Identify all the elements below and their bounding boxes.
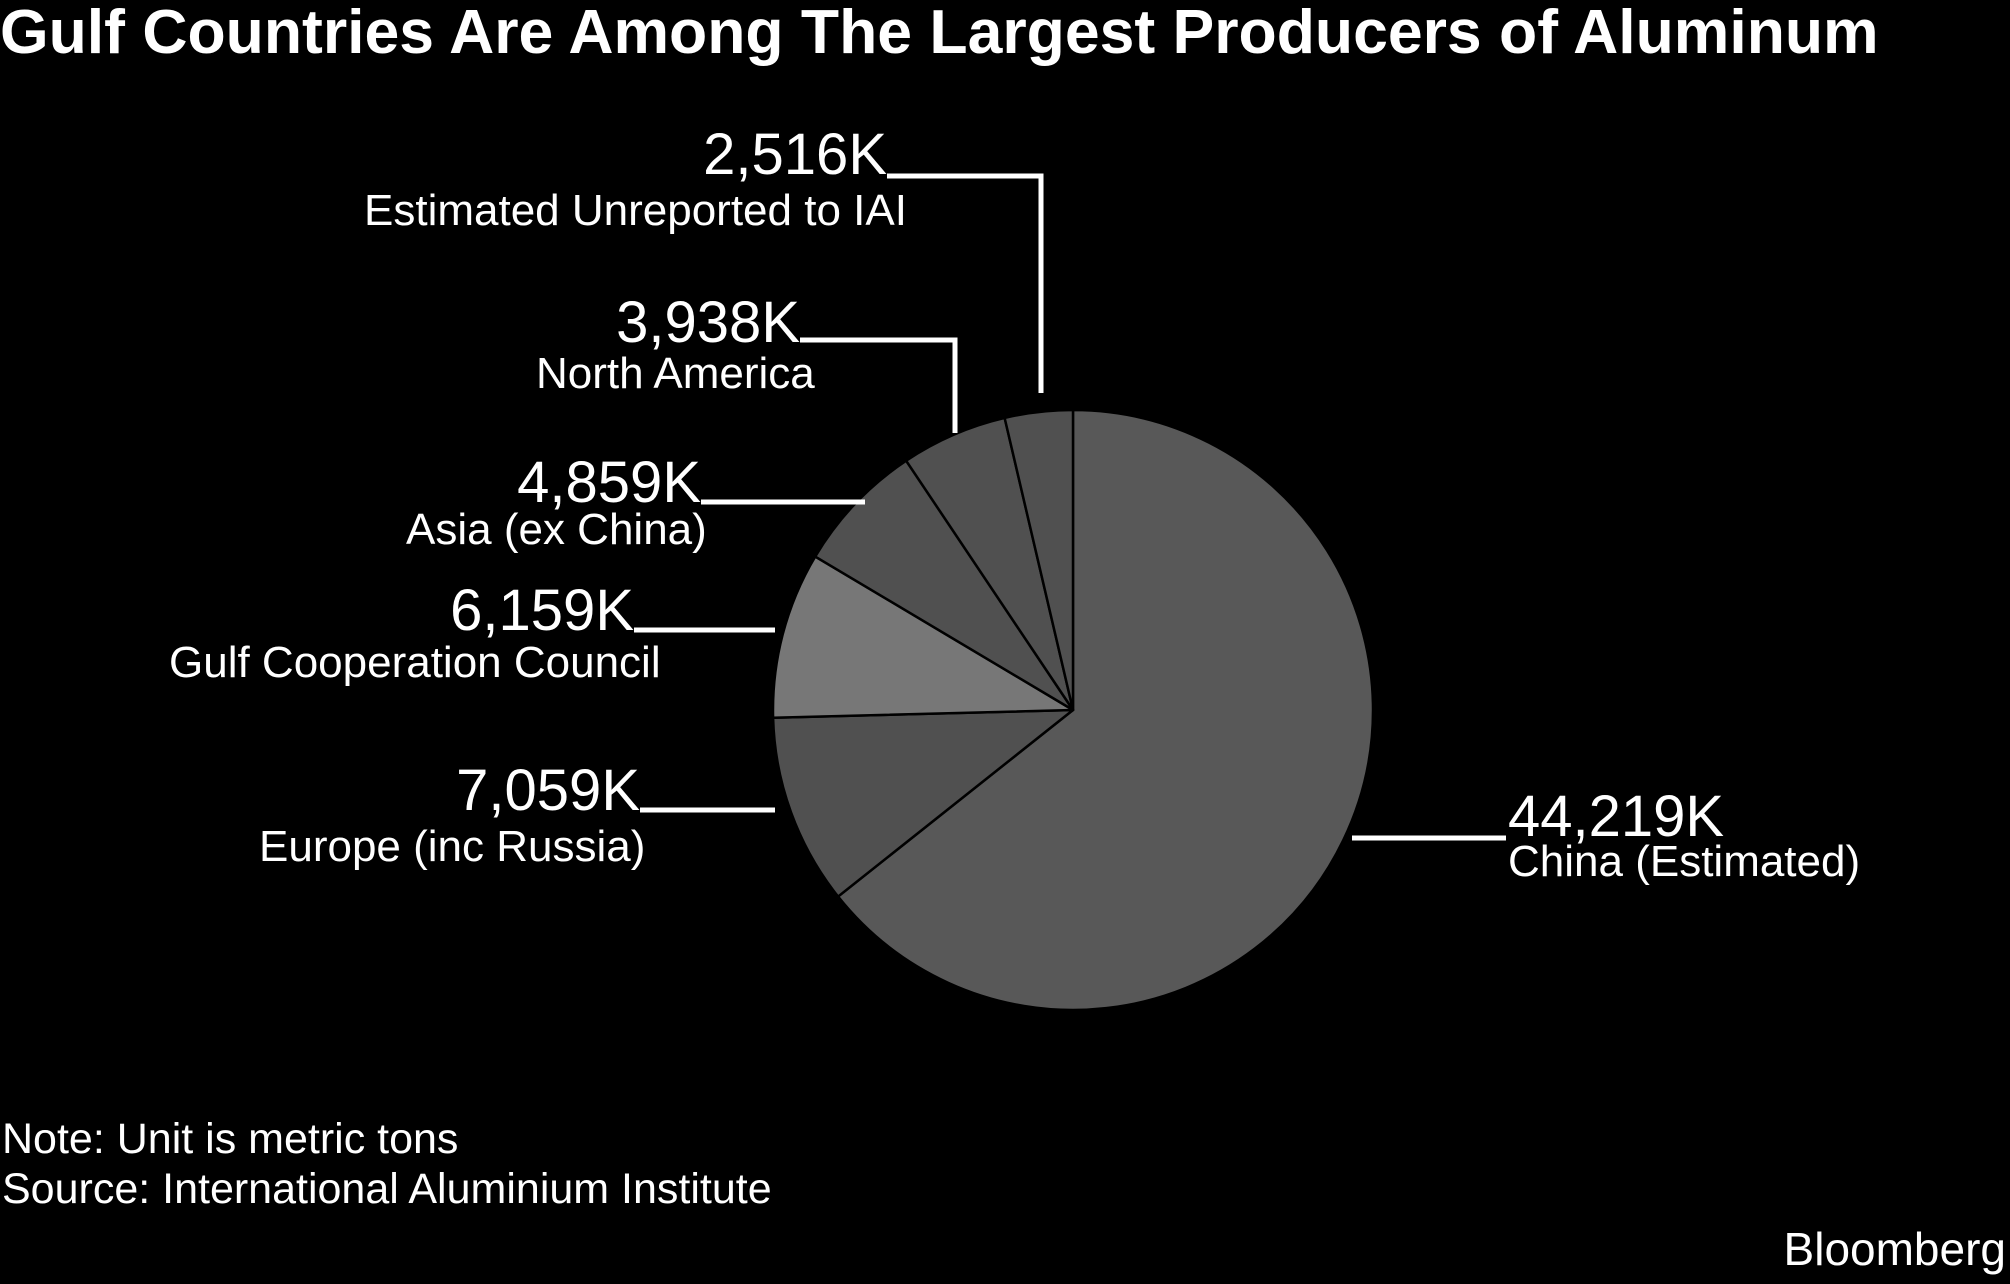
svg-text:7,059K: 7,059K xyxy=(456,758,640,823)
svg-text:Europe (inc Russia): Europe (inc Russia) xyxy=(259,822,645,871)
svg-text:3,938K: 3,938K xyxy=(616,290,800,355)
svg-text:North America: North America xyxy=(536,349,815,398)
svg-text:Gulf Cooperation Council: Gulf Cooperation Council xyxy=(169,638,661,687)
svg-text:6,159K: 6,159K xyxy=(450,578,634,643)
svg-text:China (Estimated): China (Estimated) xyxy=(1508,837,1860,886)
svg-text:Estimated Unreported to IAI: Estimated Unreported to IAI xyxy=(364,186,907,235)
svg-text:2,516K: 2,516K xyxy=(703,122,887,187)
svg-text:Asia (ex China): Asia (ex China) xyxy=(406,505,707,554)
